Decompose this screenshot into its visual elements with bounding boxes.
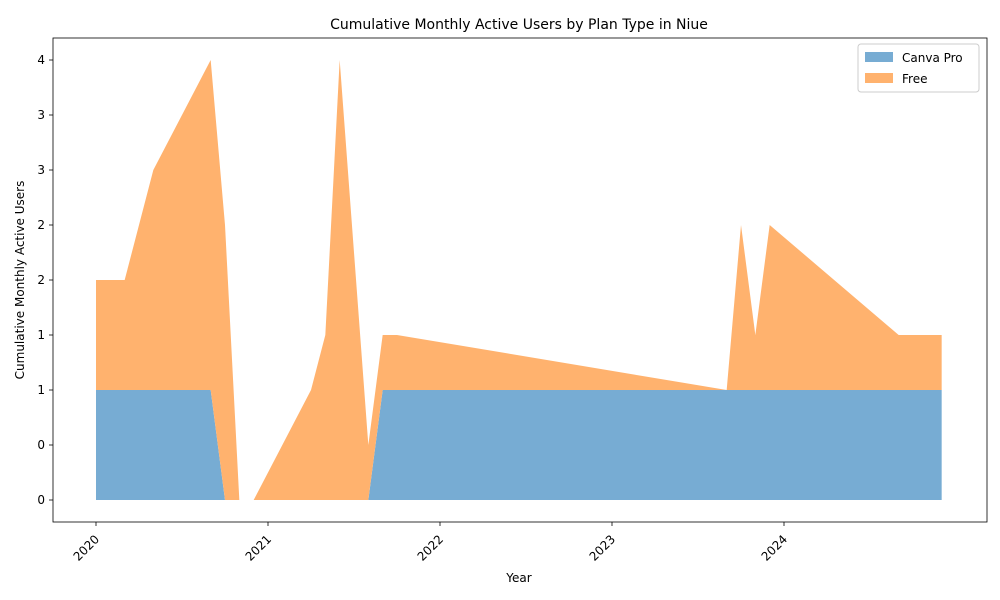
y-tick-label: 0	[37, 493, 45, 507]
x-axis: 2020 2021 2022 2023 2024	[71, 522, 790, 564]
x-tick-label: 2021	[243, 532, 274, 563]
y-tick-label: 2	[37, 273, 45, 287]
area-layer	[96, 60, 942, 500]
y-tick-label: 3	[37, 163, 45, 177]
x-tick-label: 2024	[759, 532, 790, 563]
y-tick-label: 0	[37, 438, 45, 452]
y-tick-label: 2	[37, 218, 45, 232]
legend-label: Canva Pro	[902, 51, 963, 65]
x-tick-label: 2020	[71, 532, 102, 563]
y-tick-label: 1	[37, 328, 45, 342]
legend-swatch	[865, 73, 893, 83]
legend-swatch	[865, 52, 893, 62]
y-axis-title: Cumulative Monthly Active Users	[13, 181, 27, 380]
y-axis: 0 0 1 1 2 2 3 3 4	[37, 53, 53, 507]
y-tick-label: 4	[37, 53, 45, 67]
area-canva-pro	[96, 390, 942, 500]
x-axis-title: Year	[505, 571, 531, 585]
chart-title: Cumulative Monthly Active Users by Plan …	[330, 17, 708, 33]
y-tick-label: 1	[37, 383, 45, 397]
legend: Canva Pro Free	[857, 43, 980, 93]
area-free	[96, 60, 942, 500]
x-tick-label: 2023	[587, 532, 618, 563]
x-tick-label: 2022	[415, 532, 446, 563]
y-tick-label: 3	[37, 108, 45, 122]
legend-label: Free	[902, 72, 927, 86]
